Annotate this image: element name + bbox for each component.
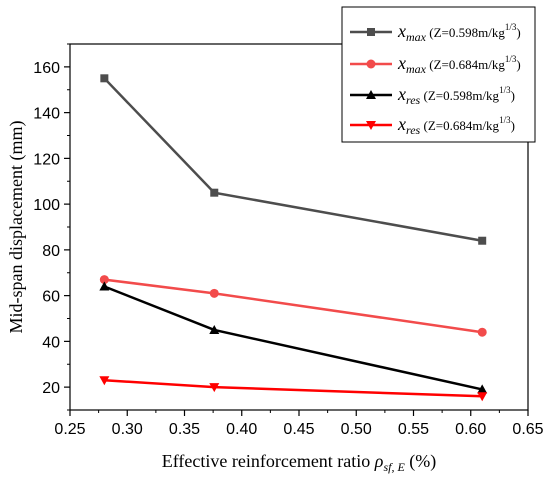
y-tick-label: 140 [33, 106, 60, 123]
legend-condition: (Z=0.684m/kg [426, 57, 505, 72]
series-0 [100, 74, 487, 245]
legend-var: x [397, 114, 406, 134]
data-point [99, 275, 109, 285]
data-point [477, 327, 487, 337]
legend-item: xmax (Z=0.598m/kg1/3) [350, 21, 521, 44]
x-tick-label: 0.40 [226, 421, 257, 438]
data-point [210, 188, 219, 197]
x-tick-label: 0.60 [455, 421, 486, 438]
y-tick-label: 60 [42, 289, 60, 306]
y-tick-label: 80 [42, 243, 60, 260]
y-tick-label: 100 [33, 197, 60, 214]
legend-var: x [397, 84, 406, 104]
y-axis-title: Mid-span displacement (mm) [6, 121, 27, 334]
legend-subscript: res [406, 123, 421, 137]
x-tick-label: 0.65 [512, 421, 543, 438]
legend-superscript: 1/3 [505, 54, 517, 64]
data-point [100, 74, 109, 83]
data-point [209, 288, 219, 298]
legend-close-paren: ) [516, 25, 520, 40]
legend-item: xres (Z=0.598m/kg1/3) [350, 84, 515, 107]
legend-swatch-marker [367, 28, 375, 36]
legend-item: xres (Z=0.684m/kg1/3) [350, 114, 515, 137]
data-point [99, 376, 110, 386]
legend-close-paren: ) [511, 118, 515, 133]
x-tick-label: 0.35 [169, 421, 200, 438]
axes: 0.25 0.30 0.35 0.40 0.45 0.50 0.55 0.60 0.65 20 40… [33, 43, 544, 438]
series-3 [99, 376, 488, 402]
x-axis-title: Effective reinforcement ratio ρsf, E (%) [162, 451, 437, 474]
legend: xmax (Z=0.598m/kg1/3)xmax (Z=0.684m/kg1/… [341, 6, 536, 143]
legend-swatch-marker [366, 121, 376, 130]
legend-label: xres (Z=0.684m/kg1/3) [397, 114, 515, 137]
x-tick-label: 0.55 [398, 421, 429, 438]
data-point [478, 236, 487, 245]
legend-label: xres (Z=0.598m/kg1/3) [397, 84, 515, 107]
x-tick-label: 0.50 [341, 421, 372, 438]
data-point [477, 392, 488, 402]
legend-close-paren: ) [511, 88, 515, 103]
legend-var: x [397, 53, 406, 73]
x-tick-label: 0.45 [283, 421, 314, 438]
x-axis-title-subscript: sf, E [383, 460, 405, 474]
series-layer [99, 74, 488, 402]
x-axis-title-unit: (%) [405, 451, 436, 472]
series-line [104, 379, 483, 398]
legend-swatch-marker [366, 90, 376, 99]
data-point [477, 384, 488, 394]
y-tick-label: 160 [33, 60, 60, 77]
legend-subscript: max [406, 30, 427, 44]
x-tick-label: 0.25 [54, 421, 85, 438]
legend-subscript: res [406, 93, 421, 107]
legend-condition: (Z=0.684m/kg [420, 118, 499, 133]
legend-condition: (Z=0.598m/kg [420, 88, 499, 103]
legend-superscript: 1/3 [499, 115, 511, 125]
x-tick-label: 0.30 [112, 421, 143, 438]
data-point [209, 324, 220, 334]
legend-item: xmax (Z=0.684m/kg1/3) [350, 53, 521, 76]
series-line [103, 285, 483, 391]
legend-subscript: max [406, 62, 427, 76]
legend-var: x [397, 21, 406, 41]
legend-condition: (Z=0.598m/kg [426, 25, 505, 40]
legend-superscript: 1/3 [499, 85, 511, 95]
y-tick-label: 120 [33, 151, 60, 168]
y-tick-label: 40 [42, 334, 60, 351]
series-line [104, 278, 483, 334]
y-tick-label: 20 [42, 380, 60, 397]
legend-superscript: 1/3 [505, 22, 517, 32]
data-point [209, 383, 220, 393]
axis-titles: Mid-span displacement (mm) Effective rei… [6, 121, 436, 474]
legend-label: xmax (Z=0.598m/kg1/3) [397, 21, 521, 44]
legend-swatch-marker [366, 59, 376, 69]
x-axis-title-text: Effective reinforcement ratio [162, 451, 375, 471]
series-1 [99, 275, 487, 337]
series-2 [99, 281, 488, 394]
legend-close-paren: ) [516, 57, 520, 72]
data-point [99, 281, 110, 291]
x-axis-title-symbol: ρ [374, 451, 384, 471]
legend-label: xmax (Z=0.684m/kg1/3) [397, 53, 521, 76]
